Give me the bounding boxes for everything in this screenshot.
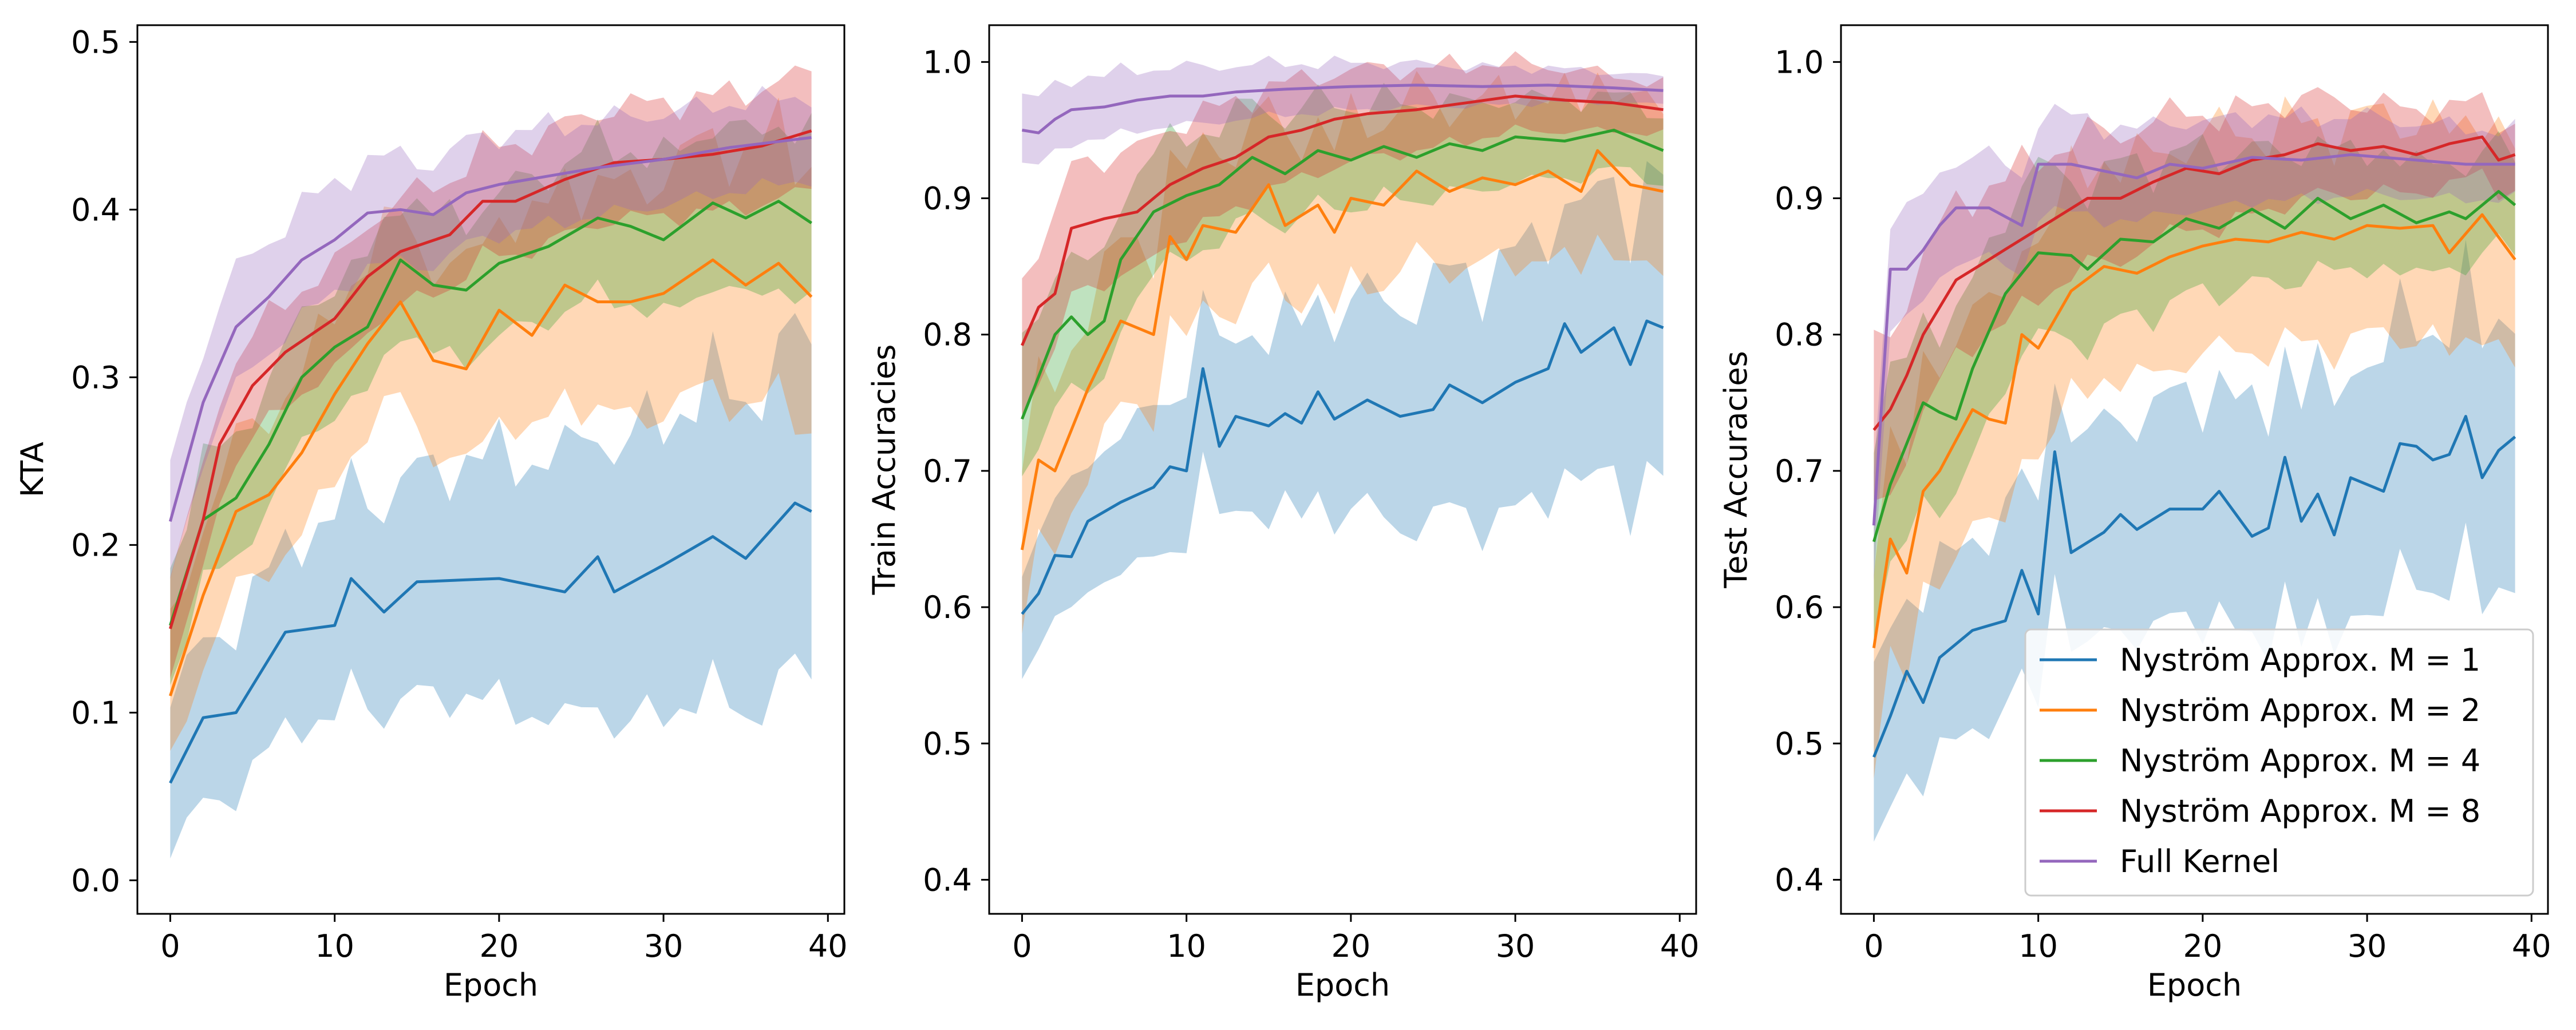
y-tick-label: 0.6 bbox=[1775, 589, 1824, 625]
x-tick-label: 0 bbox=[160, 928, 180, 964]
series-line-1 bbox=[1021, 319, 1664, 615]
y-tick-label: 0.5 bbox=[71, 24, 120, 60]
y-tick-label: 0.4 bbox=[71, 192, 120, 228]
y-tick-label: 0.7 bbox=[1775, 453, 1824, 489]
series-line-3 bbox=[169, 200, 812, 626]
legend-label-3: Nyström Approx. M = 4 bbox=[2120, 743, 2480, 779]
x-tick-label: 40 bbox=[808, 928, 848, 964]
y-tick-label: 0.5 bbox=[923, 726, 972, 762]
legend-label-4: Nyström Approx. M = 8 bbox=[2120, 793, 2480, 829]
band-5 bbox=[1022, 56, 1664, 165]
y-tick-label: 1.0 bbox=[923, 44, 972, 80]
band-1 bbox=[170, 313, 812, 859]
legend-label-1: Nyström Approx. M = 1 bbox=[2120, 642, 2480, 678]
x-axis-label: Epoch bbox=[1295, 967, 1390, 1003]
x-tick-label: 0 bbox=[1864, 928, 1883, 964]
series-line-5 bbox=[1872, 153, 2515, 526]
subplot-3: 0 10 20 30 40 0.4 0.5 0.6 0.7 0.8 0.9 1.0 Epoch Test … bbox=[1718, 24, 2551, 1003]
x-tick-label: 10 bbox=[1167, 928, 1206, 964]
plot-area bbox=[168, 65, 813, 859]
x-axis-label: Epoch bbox=[444, 967, 538, 1003]
series-line-5 bbox=[168, 136, 812, 522]
series-line-3 bbox=[1021, 128, 1664, 420]
band-3 bbox=[170, 113, 812, 686]
series-line-4 bbox=[1021, 94, 1664, 346]
x-tick-label: 0 bbox=[1012, 928, 1032, 964]
y-axis-label: Test Accuracies bbox=[1718, 351, 1754, 588]
band-2 bbox=[170, 97, 812, 751]
series-line-4 bbox=[1872, 135, 2516, 431]
series-line-5 bbox=[1021, 84, 1664, 134]
band-4 bbox=[1874, 87, 2515, 501]
series-line-2 bbox=[1020, 149, 1664, 550]
y-tick-label: 0.2 bbox=[71, 527, 120, 563]
y-tick-label: 0.4 bbox=[923, 862, 972, 898]
series-line-4 bbox=[169, 129, 812, 629]
legend-box bbox=[2024, 628, 2534, 897]
x-tick-label: 30 bbox=[2348, 928, 2387, 964]
x-tick-label: 40 bbox=[2512, 928, 2551, 964]
band-4 bbox=[1022, 51, 1664, 414]
y-tick-label: 0.5 bbox=[1775, 726, 1824, 762]
legend-label-2: Nyström Approx. M = 2 bbox=[2120, 692, 2480, 728]
y-tick-label: 0.1 bbox=[71, 695, 120, 731]
x-axis-label: Epoch bbox=[2147, 967, 2242, 1003]
x-tick-label: 30 bbox=[644, 928, 683, 964]
band-5 bbox=[170, 86, 812, 579]
axes-frame bbox=[988, 24, 1697, 915]
band-4 bbox=[170, 65, 812, 679]
x-tick-label: 40 bbox=[1660, 928, 1700, 964]
series-line-2 bbox=[169, 258, 813, 696]
legend: Nyström Approx. M = 1 Nyström Approx. M =… bbox=[2024, 628, 2534, 897]
y-tick-label: 0.8 bbox=[1775, 317, 1824, 353]
y-tick-label: 1.0 bbox=[1775, 44, 1824, 80]
y-tick-label: 0.7 bbox=[923, 453, 972, 489]
y-tick-label: 0.9 bbox=[923, 181, 972, 217]
y-tick-label: 0.9 bbox=[1775, 181, 1824, 217]
y-tick-label: 0.0 bbox=[71, 862, 120, 898]
legend-label-5: Full Kernel bbox=[2120, 843, 2279, 880]
axes-frame bbox=[1840, 24, 2549, 915]
y-tick-label: 0.8 bbox=[923, 317, 972, 353]
y-tick-label: 0.4 bbox=[1775, 862, 1824, 898]
x-tick-label: 10 bbox=[2018, 928, 2058, 964]
band-5 bbox=[1874, 104, 2515, 581]
band-1 bbox=[1022, 161, 1664, 679]
series-line-2 bbox=[1872, 213, 2516, 648]
plot-area bbox=[1020, 51, 1664, 679]
band-2 bbox=[1874, 96, 2515, 779]
series-line-3 bbox=[1872, 190, 2516, 542]
x-tick-label: 30 bbox=[1496, 928, 1535, 964]
y-tick-label: 0.3 bbox=[71, 359, 120, 395]
band-2 bbox=[1022, 71, 1664, 634]
x-tick-label: 20 bbox=[2183, 928, 2223, 964]
y-tick-label: 0.6 bbox=[923, 589, 972, 625]
x-tick-label: 20 bbox=[1332, 928, 1371, 964]
y-axis-label: Train Accuracies bbox=[866, 344, 902, 596]
x-tick-label: 10 bbox=[315, 928, 354, 964]
x-tick-label: 20 bbox=[480, 928, 519, 964]
series-line-1 bbox=[1872, 415, 2516, 758]
subplot-1: 0 10 20 30 40 0.0 0.1 0.2 0.3 0.4 0.5 Epoch KTA bbox=[14, 24, 848, 1003]
series-line-1 bbox=[169, 501, 812, 784]
y-axis-label: KTA bbox=[14, 442, 50, 497]
axes-frame bbox=[136, 24, 846, 915]
subplot-2: 0 10 20 30 40 0.4 0.5 0.6 0.7 0.8 0.9 1.0 Epoch Train… bbox=[866, 24, 1700, 1003]
